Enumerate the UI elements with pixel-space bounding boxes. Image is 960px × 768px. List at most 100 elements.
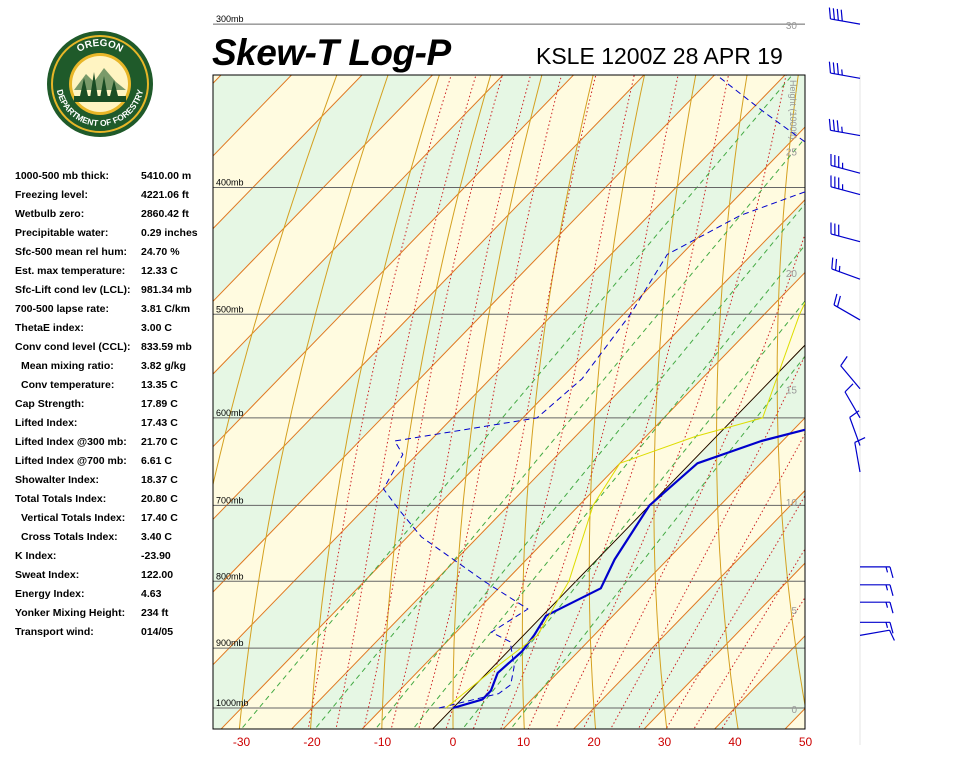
index-label: Cross Totals Index: <box>21 531 118 543</box>
moist-adiabat-line <box>445 75 597 729</box>
index-value: 3.82 g/kg <box>141 360 186 372</box>
wind-barb-flag <box>889 584 894 596</box>
index-value: 4.63 <box>141 588 162 600</box>
isobar-label: 1000mb <box>216 698 249 708</box>
wind-barb <box>860 584 894 596</box>
wind-barb-flag <box>840 356 848 367</box>
wind-barb-flag <box>844 383 854 393</box>
wind-barb <box>860 566 894 579</box>
isotherm-line <box>290 199 805 729</box>
isotherm-line <box>361 271 805 729</box>
index-row: Energy Index: 4.63 <box>15 586 215 605</box>
wind-barb-staff <box>830 129 861 137</box>
index-row: Est. max temperature: 12.33 C <box>15 263 215 282</box>
temperature-band <box>221 127 805 729</box>
isotherm-line <box>220 126 805 729</box>
moist-adiabat-line <box>610 354 805 729</box>
dewpoint-profile-line <box>383 75 805 709</box>
mixing-ratio-line <box>412 244 805 729</box>
wind-barb <box>833 293 861 321</box>
isobar-label: 500mb <box>216 304 244 314</box>
moist-adiabat-line <box>693 548 805 729</box>
index-value: 4221.06 ft <box>141 189 189 201</box>
index-value: 20.80 C <box>141 493 178 505</box>
index-row: Wetbulb zero: 2860.42 ft <box>15 206 215 225</box>
plot-frame <box>212 74 806 730</box>
height-tick-label: 15 <box>786 386 798 397</box>
dry-adiabat-line <box>715 75 748 729</box>
mixing-ratio-line <box>461 300 805 729</box>
chart-title: Skew-T Log-P <box>212 32 451 73</box>
index-value: 981.34 mb <box>141 284 192 296</box>
index-label: Mean mixing ratio: <box>21 360 114 372</box>
isotherm-line <box>431 344 805 729</box>
index-row: 700-500 lapse rate: 3.81 C/km <box>15 301 215 320</box>
logo-top-text: OREGON <box>75 38 125 55</box>
wind-barb-staff <box>840 365 861 390</box>
wind-barb-staff <box>831 268 861 280</box>
wind-barb-flag <box>836 63 839 75</box>
index-label: Total Totals Index: <box>15 493 107 505</box>
isobar-label: 900mb <box>216 638 244 648</box>
wind-barb-flag <box>836 295 841 308</box>
index-value: 17.43 C <box>141 417 178 429</box>
index-value: 3.40 C <box>141 531 172 543</box>
wind-barb-flag <box>836 120 839 132</box>
height-tick-label: 20 <box>786 269 798 280</box>
index-row: Vertical Totals Index: 17.40 C <box>15 510 215 529</box>
index-row: Conv temperature: 13.35 C <box>15 377 215 396</box>
dry-adiabat-line <box>776 75 805 709</box>
moist-adiabat-line <box>527 75 729 729</box>
dry-adiabat-line <box>893 0 960 762</box>
index-row: Sfc-500 mean rel hum: 24.70 % <box>15 244 215 263</box>
index-label: Vertical Totals Index: <box>21 512 126 524</box>
mixing-ratio-label: 1 <box>882 34 895 45</box>
index-value: 833.59 mb <box>141 341 192 353</box>
mixing-ratio-label: 0.4 <box>817 26 834 44</box>
mixing-ratio-line <box>374 203 805 729</box>
x-tick-label: -30 <box>233 735 251 749</box>
dry-adiabat-line <box>381 75 492 729</box>
index-label: Transport wind: <box>15 626 94 638</box>
index-value: 3.81 C/km <box>141 303 191 315</box>
x-tick-label: -20 <box>303 735 321 749</box>
moist-adiabat-line <box>637 432 805 729</box>
temperature-band <box>503 417 805 729</box>
x-tick-label: 20 <box>587 735 601 749</box>
index-label: Lifted Index @300 mb: <box>15 436 127 448</box>
index-row: Freezing level: 4221.06 ft <box>15 187 215 206</box>
index-row: K Index: -23.90 <box>15 548 215 567</box>
x-tick-label: 40 <box>728 735 742 749</box>
dry-adiabat-line <box>836 0 939 762</box>
index-label: Yonker Mixing Height: <box>15 607 126 619</box>
temperature-profile-line <box>452 428 805 710</box>
index-label: Est. max temperature: <box>15 265 126 277</box>
x-tick-label: -10 <box>374 735 392 749</box>
wind-barb <box>828 118 861 137</box>
wind-barb-staff <box>859 629 890 636</box>
index-value: 014/05 <box>141 626 174 638</box>
index-row: Lifted Index @300 mb: 21.70 C <box>15 434 215 453</box>
wind-barb-half-flag <box>841 69 843 76</box>
moist-adiabat-line <box>418 75 563 729</box>
wind-barb-flag <box>854 437 866 443</box>
index-row: Sweat Index: 122.00 <box>15 567 215 586</box>
index-value: 0.29 inches <box>141 227 198 239</box>
wind-barb-flag <box>828 7 832 19</box>
index-label: Sfc-500 mean rel hum: <box>15 246 128 258</box>
index-label: 1000-500 mb thick: <box>15 170 109 182</box>
index-label: Freezing level: <box>15 189 88 201</box>
isotherm-line <box>713 635 805 729</box>
index-value: 5410.00 m <box>141 170 192 182</box>
wind-barb-flag <box>828 118 832 131</box>
index-label: Lifted Index @700 mb: <box>15 455 127 467</box>
x-tick-label: 50 <box>799 735 813 749</box>
index-value: 2860.42 ft <box>141 208 189 220</box>
x-tick-label: 0 <box>450 735 457 749</box>
wind-barb-flag <box>889 602 894 614</box>
height-tick-label: 10 <box>786 498 798 509</box>
height-tick-label: 5 <box>791 606 797 617</box>
index-value: 234 ft <box>141 607 169 619</box>
index-label: Wetbulb zero: <box>15 208 85 220</box>
temperature-band <box>573 490 805 729</box>
